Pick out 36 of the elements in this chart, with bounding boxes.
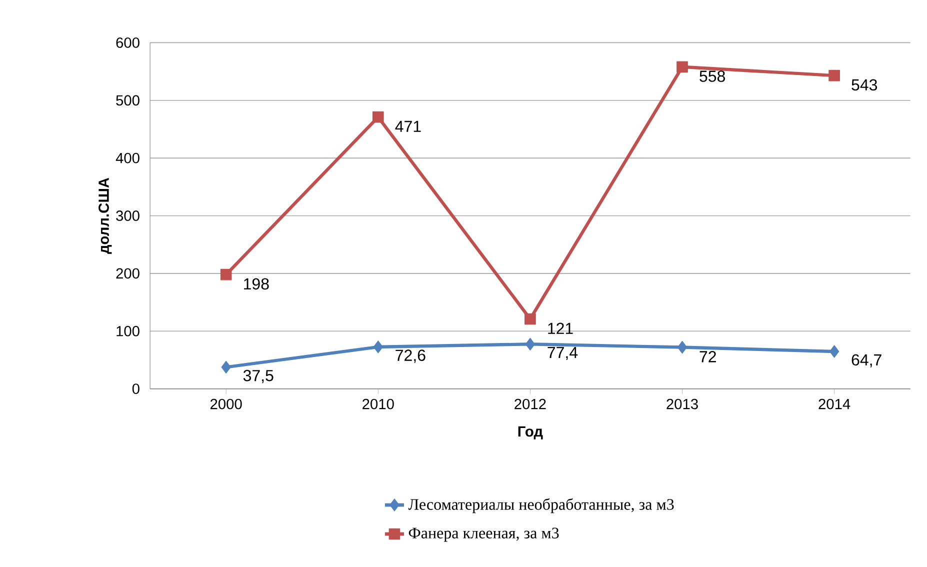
point bbox=[677, 340, 688, 354]
data-label: 72 bbox=[700, 351, 716, 362]
x-axis-title: Год bbox=[518, 426, 543, 440]
data-label: 37,5 bbox=[243, 370, 274, 384]
y-tick-label: 200 bbox=[116, 268, 140, 279]
point bbox=[524, 313, 536, 325]
y-tick-label: 400 bbox=[116, 152, 140, 164]
legend-label: Фанера клееная, за м3 bbox=[408, 528, 559, 542]
data-label: 558 bbox=[700, 70, 725, 82]
data-label: 77,4 bbox=[548, 347, 578, 360]
data-label: 121 bbox=[548, 322, 573, 334]
point bbox=[525, 338, 536, 351]
y-tick-label: 500 bbox=[116, 95, 140, 106]
y-tick-label: 0 bbox=[132, 384, 140, 394]
y-tick-label: 600 bbox=[116, 38, 140, 48]
point bbox=[220, 268, 232, 280]
y-axis-title: долл.США bbox=[98, 178, 112, 254]
y-tick-label: 300 bbox=[116, 210, 140, 221]
x-tick-label: 2013 bbox=[666, 398, 698, 410]
point bbox=[372, 111, 384, 123]
x-tick-label: 2010 bbox=[362, 398, 394, 410]
data-label: 72,6 bbox=[396, 350, 426, 363]
y-tick-label: 100 bbox=[116, 326, 140, 336]
x-tick-label: 2000 bbox=[210, 398, 242, 410]
data-label: 64,7 bbox=[852, 354, 882, 368]
point bbox=[829, 345, 840, 358]
data-label: 543 bbox=[852, 79, 878, 91]
point bbox=[373, 340, 383, 354]
x-tick-label: 2014 bbox=[818, 398, 850, 410]
data-label: 198 bbox=[244, 278, 269, 290]
point bbox=[828, 70, 840, 82]
data-label: 471 bbox=[395, 120, 421, 132]
x-tick-label: 2012 bbox=[514, 398, 546, 410]
point bbox=[676, 61, 688, 73]
legend-label: Лесоматериалы необработанные, за м3 bbox=[408, 498, 674, 514]
point bbox=[221, 360, 231, 374]
